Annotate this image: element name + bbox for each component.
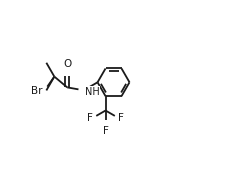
Text: O: O (63, 59, 71, 69)
Text: NH: NH (84, 87, 99, 97)
Text: F: F (102, 126, 108, 136)
Text: F: F (87, 113, 93, 123)
Text: Br: Br (31, 86, 42, 96)
Text: F: F (117, 113, 123, 123)
